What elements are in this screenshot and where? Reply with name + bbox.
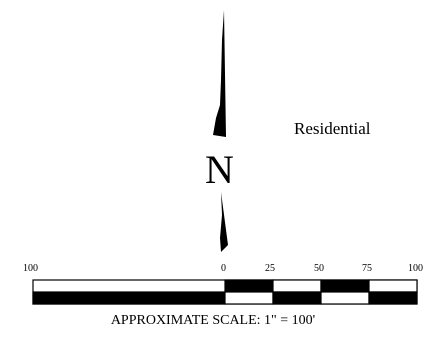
scale-tick-label: 25 [265,263,275,274]
scale-tick-label: 100 [408,263,423,274]
scale-segment [224,291,274,305]
north-arrow-letter: N [205,147,234,192]
scale-tick-label: 50 [314,263,324,274]
scale-tick-label: 0 [221,263,226,274]
scale-segment [32,291,226,305]
scale-bar [32,279,418,305]
north-arrow-icon [213,10,226,137]
scale-tick-label: 100 [23,263,38,274]
scale-segment [272,279,322,293]
scale-segment [368,279,418,293]
scale-segment [272,291,322,305]
scale-tick-label: 75 [362,263,372,274]
scale-segment [320,291,370,305]
scale-segment [320,279,370,293]
land-use-label: Residential [294,119,371,138]
north-arrow-tail-icon [220,192,228,252]
scale-caption: APPROXIMATE SCALE: 1" = 100' [110,313,316,328]
scale-segment [224,279,274,293]
scale-segment [368,291,418,305]
